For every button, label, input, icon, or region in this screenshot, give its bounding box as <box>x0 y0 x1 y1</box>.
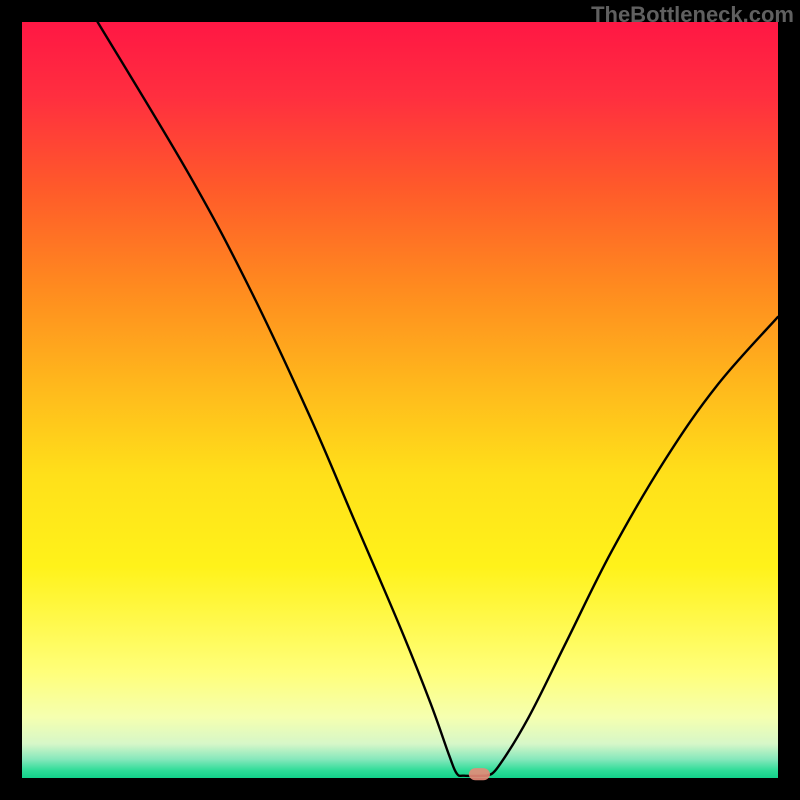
gradient-background <box>22 22 778 778</box>
chart-frame: TheBottleneck.com <box>0 0 800 800</box>
chart-svg <box>22 22 778 778</box>
plot-area <box>22 22 778 778</box>
minimum-marker <box>469 768 490 780</box>
watermark-text: TheBottleneck.com <box>591 2 794 28</box>
